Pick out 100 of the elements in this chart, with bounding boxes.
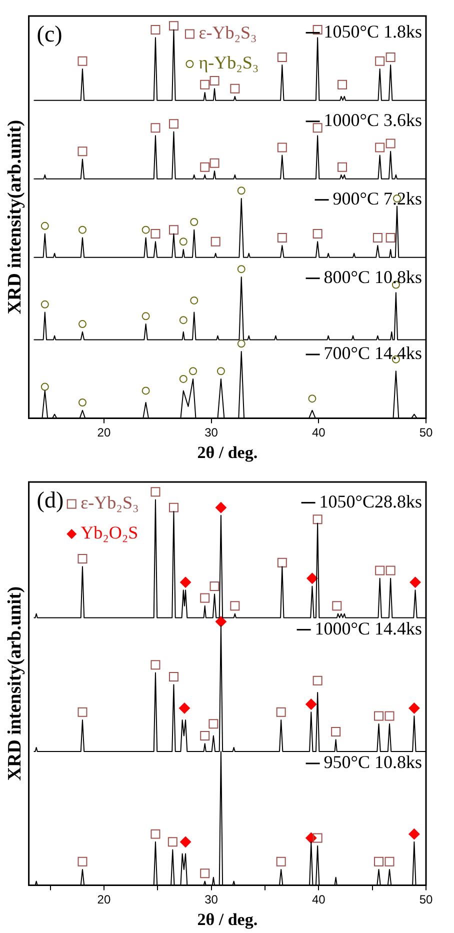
legend-label: 800°C 10.8ks [324,267,422,288]
point [384,711,394,721]
point [40,382,49,391]
point [312,229,322,239]
point [375,142,385,152]
point [150,829,160,839]
point [276,707,286,717]
point [384,856,394,866]
point [200,162,210,172]
point [142,312,150,320]
point [179,238,188,246]
point [237,340,246,348]
point [386,138,396,148]
point [189,367,198,376]
y-axis-title: XRD intensity(arb.unit) [4,586,26,781]
point [210,158,220,168]
chart-title: (d) [36,488,64,513]
point [200,593,210,603]
y-axis-title: XRD intensity(arb.unit) [4,120,26,314]
point [210,582,220,591]
point [408,702,420,714]
point [40,300,49,308]
point [306,572,318,584]
chart-title: (c) [36,22,62,47]
point [190,296,198,304]
point [168,837,178,847]
legend-label: 700°C 14.4ks [324,343,422,364]
x-tick-label: 50 [419,892,433,907]
point [408,828,420,840]
point [168,502,178,512]
x-tick-label: 40 [312,426,326,440]
point [332,601,342,611]
point [338,80,348,90]
point [331,727,341,737]
point [277,232,287,242]
point [78,56,88,66]
point [276,856,286,866]
legend-label: 1000°C 14.4ks [314,618,422,638]
point [78,398,86,407]
legend-label: ε-Yb₂S₃ [198,22,257,43]
point [168,119,178,129]
point [78,707,88,717]
point [179,316,188,324]
point [200,80,210,90]
point [277,52,287,62]
point [180,836,192,848]
point [150,24,160,34]
point [230,601,240,611]
point [142,226,150,234]
point [142,386,150,395]
point [312,514,322,524]
point [277,142,287,152]
point [216,367,225,376]
point [168,225,178,235]
point [40,222,49,230]
x-tick-label: 30 [204,426,218,440]
legend-label: 1050°C 1.8ks [324,21,422,42]
point [150,229,160,239]
point [410,576,421,588]
point [78,554,88,564]
point [200,868,210,878]
point [312,833,322,843]
x-tick-label: 40 [312,892,326,907]
point [374,711,384,721]
x-tick-label: 20 [97,892,111,907]
point [372,232,382,242]
legend-label: 1050°C28.8ks [319,491,422,512]
x-axis-title: 2θ / deg. [197,443,258,462]
point [237,265,246,274]
point [308,394,316,403]
point [306,698,317,710]
x-tick-label: 30 [204,892,218,907]
point [386,232,396,242]
point [168,21,178,31]
point [150,123,160,133]
legend-label: Yb₂O₂S [80,522,138,543]
legend-label: 1000°C 3.6ks [324,110,422,130]
legend-label: ε-Yb₂S₃ [80,492,139,513]
x-tick-label: 50 [419,426,433,440]
point [150,487,160,497]
point [386,52,396,62]
point [78,226,86,234]
point [312,123,322,133]
point [312,24,322,34]
x-tick-label: 20 [97,426,111,440]
point [312,676,322,686]
point [210,236,220,246]
point [180,576,192,588]
point [386,566,396,576]
point [374,856,384,866]
point [338,162,348,172]
point [210,76,220,86]
point [178,702,190,714]
point [375,56,385,66]
point [277,558,287,568]
legend-label: η-Yb₂S₃ [198,52,259,73]
point [190,218,198,226]
point [168,672,178,682]
point [208,719,218,729]
point [78,320,86,328]
